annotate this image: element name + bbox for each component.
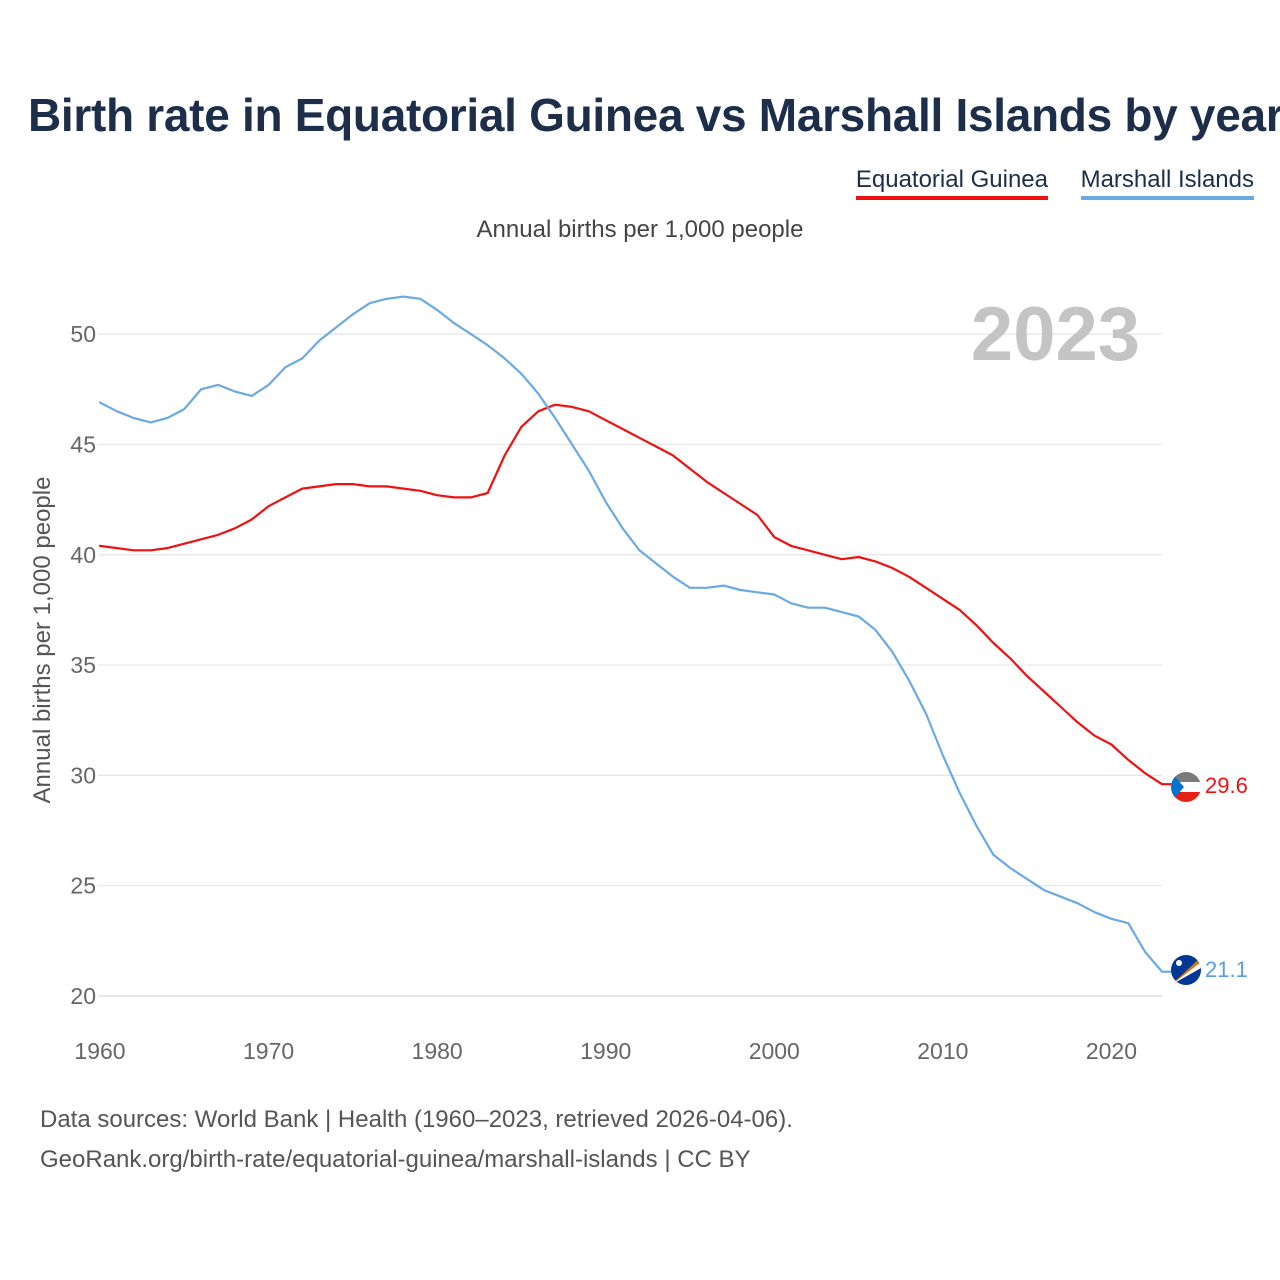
x-tick-label-1980: 1980 [412,1038,463,1064]
y-tick-label-20: 20 [70,983,96,1009]
y-tick-label-35: 35 [70,652,96,678]
series-line-equatorial-guinea [98,403,1164,786]
x-tick-label-2000: 2000 [749,1038,800,1064]
y-tick-label-40: 40 [70,542,96,568]
equatorial-guinea-flag-icon [1171,772,1201,802]
y-axis-title: Annual births per 1,000 people [29,477,56,804]
page-title: Birth rate in Equatorial Guinea vs Marsh… [28,89,1280,141]
x-tick-label-1990: 1990 [580,1038,631,1064]
grid [98,333,1162,997]
series-lines [98,295,1172,973]
marshall-islands-flag-icon [1171,955,1201,985]
end-label-marshall-islands: 21.1 [1205,957,1248,982]
series-line-marshall-islands [98,295,1164,973]
x-tick-label-2020: 2020 [1086,1038,1137,1064]
end-label-equatorial-guinea: 29.6 [1205,773,1248,798]
y-axis-ticks: 20 25 30 35 40 45 50 [70,321,96,1009]
y-tick-label-45: 45 [70,431,96,457]
legend-item-marshall-islands[interactable]: Marshall Islands [1080,166,1254,200]
y-tick-label-25: 25 [70,873,96,899]
y-tick-label-50: 50 [70,321,96,347]
legend-item-equatorial-guinea[interactable]: Equatorial Guinea [855,166,1048,200]
footer-sources: Data sources: World Bank | Health (1960–… [40,1106,793,1133]
year-watermark: 2023 [971,292,1140,377]
x-tick-label-1960: 1960 [74,1038,125,1064]
footer-link[interactable]: GeoRank.org/birth-rate/equatorial-guinea… [40,1146,751,1173]
x-axis-ticks: 1960 1970 1980 1990 2000 2010 2020 [74,1038,1137,1064]
y-tick-label-30: 30 [70,762,96,788]
x-tick-label-1970: 1970 [243,1038,294,1064]
x-tick-label-2010: 2010 [917,1038,968,1064]
chart-subtitle: Annual births per 1,000 people [476,216,804,243]
